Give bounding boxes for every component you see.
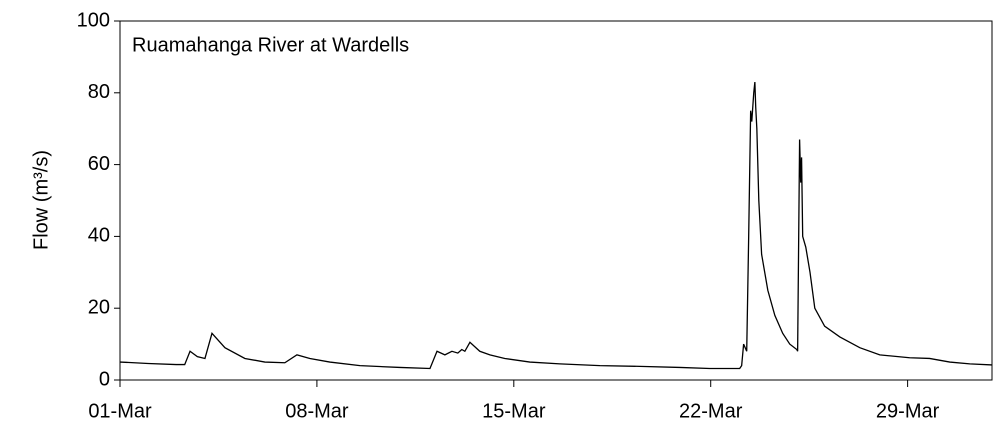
x-tick-label: 01-Mar xyxy=(88,400,152,422)
y-tick-label: 80 xyxy=(88,81,110,103)
plot-frame xyxy=(119,20,993,381)
y-tick-label: 0 xyxy=(99,368,110,390)
chart-annotation: Ruamahanga River at Wardells xyxy=(132,34,409,56)
y-tick-label: 40 xyxy=(88,225,110,247)
y-tick-label: 20 xyxy=(88,296,110,318)
x-tick-label: 22-Mar xyxy=(679,400,743,422)
x-tick-label: 15-Mar xyxy=(482,400,546,422)
flow-line xyxy=(119,81,993,370)
x-tick-label: 08-Mar xyxy=(285,400,349,422)
y-axis-label: Flow (m³/s) xyxy=(30,150,52,250)
y-tick-label: 100 xyxy=(77,9,110,31)
y-tick-label: 60 xyxy=(88,153,110,175)
x-tick-label: 29-Mar xyxy=(876,400,940,422)
